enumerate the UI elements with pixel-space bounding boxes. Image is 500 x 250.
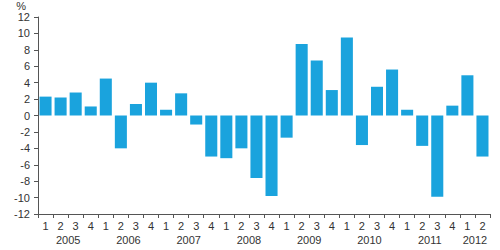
svg-text:2011: 2011 — [418, 234, 442, 246]
svg-text:4: 4 — [329, 220, 335, 232]
svg-text:2: 2 — [299, 220, 305, 232]
svg-text:1: 1 — [163, 220, 169, 232]
svg-text:2: 2 — [24, 93, 30, 105]
svg-text:4: 4 — [88, 220, 94, 232]
svg-text:3: 3 — [314, 220, 320, 232]
svg-text:3: 3 — [374, 220, 380, 232]
svg-text:4: 4 — [268, 220, 274, 232]
svg-text:1: 1 — [344, 220, 350, 232]
svg-text:-8: -8 — [20, 175, 30, 187]
svg-text:2: 2 — [178, 220, 184, 232]
svg-text:-10: -10 — [14, 192, 30, 204]
svg-text:4: 4 — [449, 220, 455, 232]
svg-text:-6: -6 — [20, 159, 30, 171]
svg-text:0: 0 — [24, 110, 30, 122]
svg-text:2006: 2006 — [116, 234, 140, 246]
svg-text:3: 3 — [434, 220, 440, 232]
svg-text:4: 4 — [24, 77, 30, 89]
svg-text:3: 3 — [133, 220, 139, 232]
svg-text:1: 1 — [103, 220, 109, 232]
svg-text:2010: 2010 — [357, 234, 381, 246]
svg-text:2: 2 — [419, 220, 425, 232]
svg-text:1: 1 — [404, 220, 410, 232]
svg-text:2: 2 — [479, 220, 485, 232]
svg-text:1: 1 — [42, 220, 48, 232]
svg-text:2: 2 — [118, 220, 124, 232]
svg-text:2012: 2012 — [463, 234, 487, 246]
svg-text:6: 6 — [24, 60, 30, 72]
svg-text:8: 8 — [24, 44, 30, 56]
svg-text:3: 3 — [193, 220, 199, 232]
svg-text:-4: -4 — [20, 142, 30, 154]
svg-text:1: 1 — [223, 220, 229, 232]
svg-text:4: 4 — [389, 220, 395, 232]
svg-text:4: 4 — [148, 220, 154, 232]
svg-text:1: 1 — [284, 220, 290, 232]
svg-text:10: 10 — [18, 27, 30, 39]
svg-text:4: 4 — [208, 220, 214, 232]
svg-text:3: 3 — [73, 220, 79, 232]
svg-text:2: 2 — [359, 220, 365, 232]
svg-text:2007: 2007 — [176, 234, 200, 246]
svg-text:2008: 2008 — [237, 234, 261, 246]
svg-text:2005: 2005 — [56, 234, 80, 246]
svg-text:3: 3 — [253, 220, 259, 232]
svg-text:2: 2 — [238, 220, 244, 232]
svg-text:-12: -12 — [14, 208, 30, 220]
svg-text:1: 1 — [464, 220, 470, 232]
svg-text:12: 12 — [18, 11, 30, 23]
svg-text:-2: -2 — [20, 126, 30, 138]
svg-text:%: % — [16, 0, 26, 12]
svg-text:2009: 2009 — [297, 234, 321, 246]
svg-text:2: 2 — [58, 220, 64, 232]
